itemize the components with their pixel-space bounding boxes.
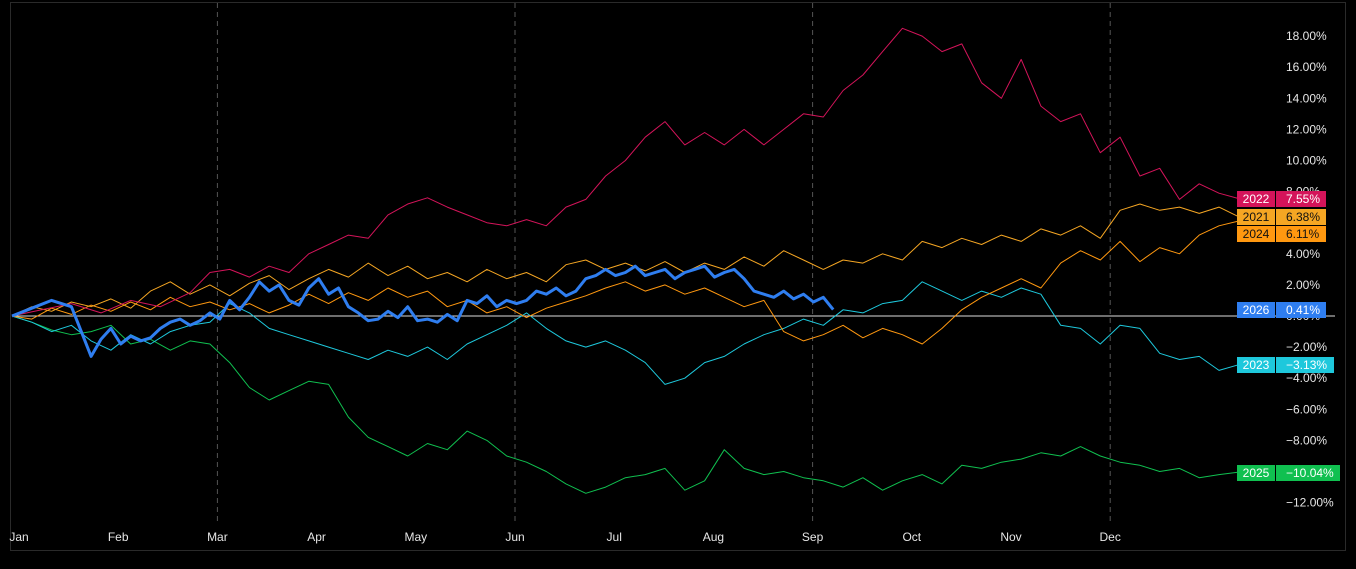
end-label-2025: 2025 −10.04% bbox=[1237, 465, 1340, 481]
x-tick-mar: Mar bbox=[207, 530, 228, 544]
y-tick: −12.00% bbox=[1286, 496, 1334, 510]
end-label-2022: 2022 7.55% bbox=[1237, 191, 1326, 207]
x-tick-may: May bbox=[404, 530, 427, 544]
end-label-year: 2025 bbox=[1243, 466, 1270, 480]
y-tick: 12.00% bbox=[1286, 122, 1327, 136]
series-line-2025[interactable] bbox=[11, 315, 1239, 494]
end-label-value: 7.55% bbox=[1286, 192, 1320, 206]
end-label-2021: 2021 6.38% bbox=[1237, 209, 1326, 225]
series-line-2026[interactable] bbox=[11, 264, 835, 358]
end-label-2023: 2023 −3.13% bbox=[1237, 357, 1334, 373]
series-line-2022[interactable] bbox=[11, 27, 1239, 317]
y-tick: −6.00% bbox=[1286, 402, 1327, 416]
end-label-value: 0.41% bbox=[1286, 303, 1320, 317]
end-label-year: 2026 bbox=[1243, 303, 1270, 317]
x-tick-sep: Sep bbox=[802, 530, 824, 544]
end-label-year: 2023 bbox=[1243, 358, 1270, 372]
end-label-value-bg bbox=[1276, 191, 1326, 207]
end-label-2026: 2026 0.41% bbox=[1237, 302, 1326, 318]
end-label-year: 2022 bbox=[1243, 192, 1270, 206]
end-label-year-bg bbox=[1237, 465, 1275, 481]
y-tick: 14.00% bbox=[1286, 91, 1327, 105]
end-label-value: 6.38% bbox=[1286, 210, 1320, 224]
end-label-year-bg bbox=[1237, 209, 1275, 225]
end-label-value: −3.13% bbox=[1286, 358, 1327, 372]
x-tick-aug: Aug bbox=[703, 530, 724, 544]
y-tick: 18.00% bbox=[1286, 29, 1327, 43]
end-label-2024: 2024 6.11% bbox=[1237, 226, 1326, 242]
series-line-2024[interactable] bbox=[11, 220, 1239, 345]
x-tick-dec: Dec bbox=[1100, 530, 1121, 544]
end-label-year-bg bbox=[1237, 357, 1275, 373]
vertical-grid bbox=[216, 3, 1111, 525]
x-axis-ticks: Jan Feb Mar Apr May Jun Jul Aug Sep Oct Nov Dec bbox=[9, 530, 1121, 544]
end-label-year: 2021 bbox=[1243, 210, 1270, 224]
end-label-year-bg bbox=[1237, 302, 1275, 318]
series-end-labels: 2022 7.55% 2021 6.38% 2024 6.11% 2026 0.41% 2023… bbox=[1237, 191, 1340, 481]
end-label-value-bg bbox=[1276, 465, 1340, 481]
end-label-value-bg bbox=[1276, 302, 1326, 318]
x-tick-jun: Jun bbox=[505, 530, 524, 544]
end-label-year-bg bbox=[1237, 191, 1275, 207]
end-label-value-bg bbox=[1276, 357, 1334, 373]
y-tick: 4.00% bbox=[1286, 247, 1320, 261]
end-label-value-bg bbox=[1276, 209, 1326, 225]
end-label-value-bg bbox=[1276, 226, 1326, 242]
x-tick-feb: Feb bbox=[108, 530, 129, 544]
x-tick-apr: Apr bbox=[307, 530, 326, 544]
x-tick-jan: Jan bbox=[9, 530, 28, 544]
end-label-year: 2024 bbox=[1243, 227, 1270, 241]
x-tick-jul: Jul bbox=[607, 530, 622, 544]
series-line-2021[interactable] bbox=[11, 203, 1240, 317]
end-label-value: −10.04% bbox=[1286, 466, 1334, 480]
y-axis-ticks: 18.00%16.00%14.00%12.00%10.00%8.00%4.00%… bbox=[1286, 29, 1334, 510]
end-label-year-bg bbox=[1237, 226, 1275, 242]
series-lines bbox=[11, 27, 1240, 494]
y-tick: −2.00% bbox=[1286, 340, 1327, 354]
series-line-2023[interactable] bbox=[11, 281, 1239, 385]
end-label-value: 6.11% bbox=[1286, 227, 1319, 241]
x-tick-nov: Nov bbox=[1000, 530, 1021, 544]
y-tick: 16.00% bbox=[1286, 60, 1327, 74]
chart-frame bbox=[10, 2, 1346, 551]
y-tick: 2.00% bbox=[1286, 278, 1320, 292]
y-tick: −4.00% bbox=[1286, 371, 1327, 385]
y-tick: 10.00% bbox=[1286, 154, 1327, 168]
x-tick-oct: Oct bbox=[902, 530, 921, 544]
y-tick: −8.00% bbox=[1286, 433, 1327, 447]
